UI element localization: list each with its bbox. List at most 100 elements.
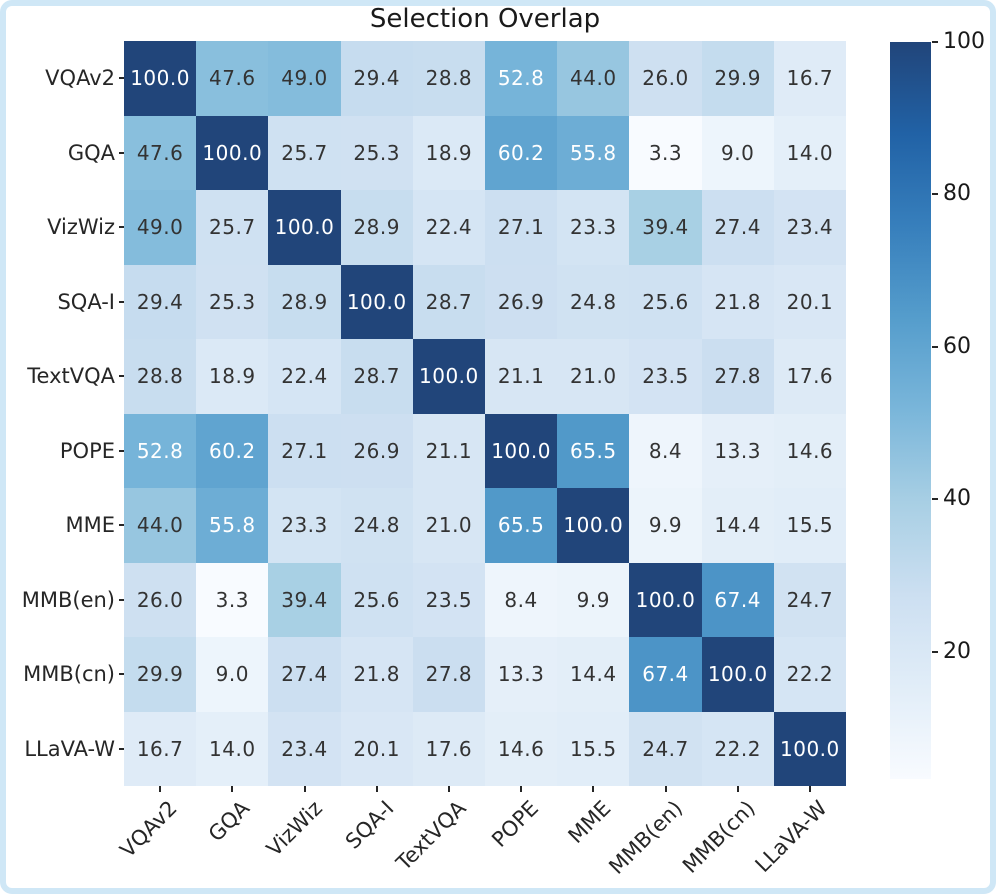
heatmap-cell: 27.8 [412,637,485,712]
heatmap-cell: 39.4 [268,562,341,637]
heatmap-cell: 24.8 [557,264,630,339]
heatmap-cell: 9.9 [557,562,630,637]
row-label: VizWiz [47,215,115,240]
heatmap-cell: 23.4 [773,190,846,265]
heatmap-cell: 23.4 [268,711,341,786]
heatmap-cell: 44.0 [557,41,630,116]
x-tick [592,786,595,792]
heatmap-cell: 25.7 [196,190,269,265]
heatmap-cell: 21.1 [484,339,558,414]
heatmap-cell: 13.3 [484,637,558,712]
heatmap-cell: 22.4 [412,190,485,265]
row-label: MME [65,513,115,538]
heatmap-grid: 100.0 47.6 49.0 29.4 28.8 52.8 44.0 26.0 29.9 16.… [124,41,846,786]
y-tick [119,226,124,229]
x-tick [231,786,234,792]
heatmap-cell: 14.6 [484,711,558,786]
y-tick [119,747,124,750]
heatmap-cell: 26.9 [484,264,558,339]
heatmap-cell: 29.9 [701,41,774,116]
heatmap-cell: 100.0 [124,41,197,116]
heatmap-cell: 14.4 [701,488,774,563]
heatmap-cell: 26.0 [124,562,197,637]
heatmap-cell: 3.3 [196,562,269,637]
heatmap-cell: 9.9 [629,488,702,563]
col-label: MMB(en) [604,796,688,879]
heatmap-cell: 55.8 [557,115,630,190]
heatmap-cell: 3.3 [629,115,702,190]
y-tick [119,598,124,601]
heatmap-cell: 49.0 [268,41,341,116]
heatmap-cell: 14.0 [773,115,846,190]
heatmap-cell: 18.9 [412,115,485,190]
heatmap-cell: 65.5 [484,488,558,563]
heatmap-cell: 25.3 [340,115,413,190]
heatmap-cell: 26.9 [340,413,413,488]
col-label: MMB(cn) [677,796,760,878]
x-tick [447,786,450,792]
row-label: POPE [59,438,115,463]
x-tick [808,786,811,792]
heatmap-cell: 25.7 [268,115,341,190]
heatmap-cell: 21.0 [412,488,485,563]
heatmap-cell: 25.6 [629,264,702,339]
col-label: TextVQA [391,796,471,876]
heatmap-cell: 25.6 [340,562,413,637]
heatmap-cell: 29.4 [340,41,413,116]
heatmap-cell: 20.1 [773,264,846,339]
x-tick [736,786,739,792]
heatmap-cell: 52.8 [124,413,197,488]
heatmap-cell: 9.0 [196,637,269,712]
colorbar-tick [932,650,938,653]
heatmap-cell: 55.8 [196,488,269,563]
heatmap-cell: 100.0 [412,339,485,414]
heatmap-cell: 28.8 [124,339,197,414]
col-label: SQA-I [341,796,399,854]
y-tick [119,77,124,80]
heatmap-cell: 67.4 [701,562,774,637]
y-tick [119,300,124,303]
heatmap-cell: 23.5 [412,562,485,637]
row-label: MMB(cn) [23,662,115,687]
col-label: VQAv2 [115,796,183,863]
y-tick [119,673,124,676]
heatmap-cell: 22.2 [773,637,846,712]
heatmap-cell: 22.4 [268,339,341,414]
heatmap-cell: 39.4 [629,190,702,265]
heatmap-cell: 14.6 [773,413,846,488]
heatmap-cell: 47.6 [196,41,269,116]
chart-title: Selection Overlap [369,4,601,34]
col-label: POPE [487,796,544,852]
col-label: LLaVA-W [750,796,832,878]
heatmap-cell: 100.0 [629,562,702,637]
heatmap-cell: 20.1 [340,711,413,786]
heatmap-cell: 24.8 [340,488,413,563]
row-label: LLaVA-W [24,736,115,761]
heatmap-cell: 60.2 [196,413,269,488]
y-tick [119,524,124,527]
heatmap-cell: 52.8 [484,41,558,116]
row-label: VQAv2 [45,66,115,91]
heatmap-cell: 100.0 [773,711,846,786]
heatmap-cell: 100.0 [196,115,269,190]
heatmap-cell: 100.0 [701,637,774,712]
heatmap-cell: 29.4 [124,264,197,339]
heatmap-cell: 14.4 [557,637,630,712]
x-tick [520,786,523,792]
heatmap-cell: 100.0 [484,413,558,488]
y-tick [119,375,124,378]
heatmap-cell: 28.9 [268,264,341,339]
colorbar-tick-label: 20 [943,638,971,664]
row-label: GQA [67,140,115,165]
heatmap-cell: 9.0 [701,115,774,190]
heatmap-cell: 100.0 [557,488,630,563]
heatmap-cell: 24.7 [773,562,846,637]
x-tick [375,786,378,792]
heatmap-cell: 25.3 [196,264,269,339]
heatmap-cell: 21.0 [557,339,630,414]
heatmap-cell: 65.5 [557,413,630,488]
colorbar-gradient [890,42,931,779]
row-label: MMB(en) [21,587,115,612]
heatmap-cell: 28.7 [412,264,485,339]
